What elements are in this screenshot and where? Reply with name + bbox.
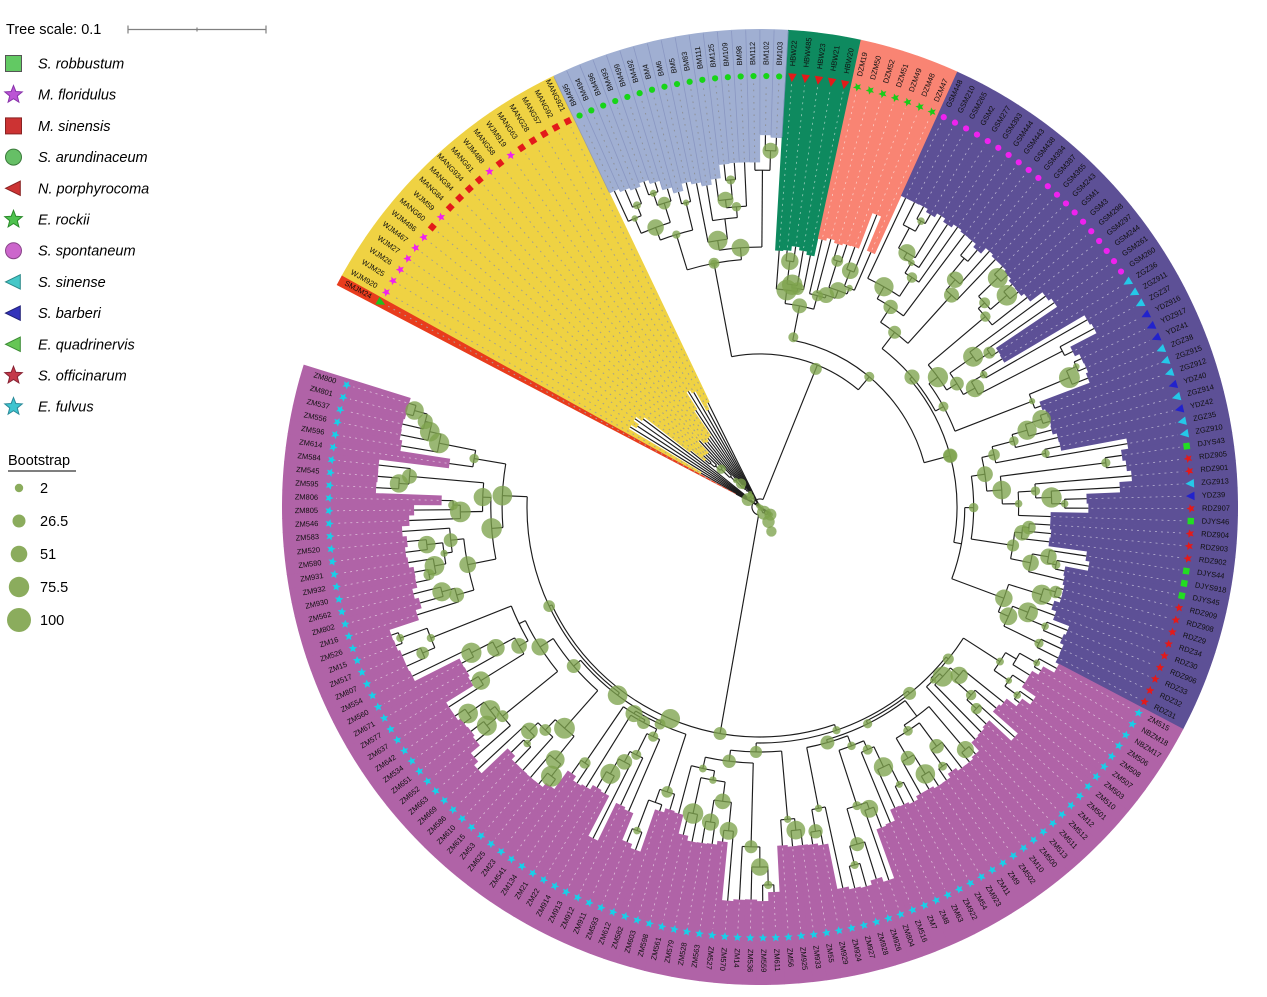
svg-text:S. spontaneum: S. spontaneum [38,244,136,260]
svg-text:Bootstrap: Bootstrap [8,453,70,469]
svg-text:RDZ904: RDZ904 [1201,529,1229,540]
svg-text:E. quadrinervis: E. quadrinervis [38,337,135,353]
svg-text:ZM546: ZM546 [295,519,319,529]
svg-text:ZM545: ZM545 [296,465,320,476]
svg-text:ZM595: ZM595 [295,479,319,489]
svg-text:ZM805: ZM805 [295,506,318,515]
svg-text:M. floridulus: M. floridulus [38,88,116,104]
svg-text:S. officinarum: S. officinarum [38,369,127,385]
svg-text:ZM570: ZM570 [718,947,729,971]
svg-text:S. barberi: S. barberi [38,306,102,322]
svg-text:N. porphyrocoma: N. porphyrocoma [38,181,149,197]
svg-text:ZM536: ZM536 [745,949,755,973]
svg-text:BM109: BM109 [720,42,731,66]
svg-text:51: 51 [40,547,56,563]
svg-text:BM98: BM98 [734,46,744,66]
svg-text:ZM56: ZM56 [785,948,795,968]
svg-text:BM102: BM102 [761,41,770,65]
svg-text:BM103: BM103 [775,41,785,65]
svg-text:E. rockii: E. rockii [38,213,90,229]
svg-text:YDZ39: YDZ39 [1202,490,1226,500]
svg-text:DJYS46: DJYS46 [1202,516,1230,526]
svg-text:RDZ907: RDZ907 [1202,504,1230,513]
svg-text:M. sinensis: M. sinensis [38,119,111,135]
svg-text:ZM611: ZM611 [772,949,782,972]
svg-text:ZM14: ZM14 [732,948,742,968]
svg-text:75.5: 75.5 [40,580,68,596]
svg-text:ZM559: ZM559 [759,949,768,972]
svg-text:S. sinense: S. sinense [38,275,106,291]
svg-text:BM112: BM112 [748,42,757,65]
svg-text:HBW22: HBW22 [788,40,799,66]
svg-text:26.5: 26.5 [40,514,68,530]
svg-text:S. arundinaceum: S. arundinaceum [38,150,148,166]
svg-text:100: 100 [40,613,64,629]
svg-text:E. fulvus: E. fulvus [38,400,94,416]
svg-text:2: 2 [40,481,48,497]
svg-text:ZGZ913: ZGZ913 [1201,476,1229,486]
svg-text:S. robbustum: S. robbustum [38,57,124,73]
svg-text:ZM583: ZM583 [295,532,319,543]
svg-text:Tree scale: 0.1: Tree scale: 0.1 [6,22,101,38]
svg-text:ZM806: ZM806 [295,492,319,501]
